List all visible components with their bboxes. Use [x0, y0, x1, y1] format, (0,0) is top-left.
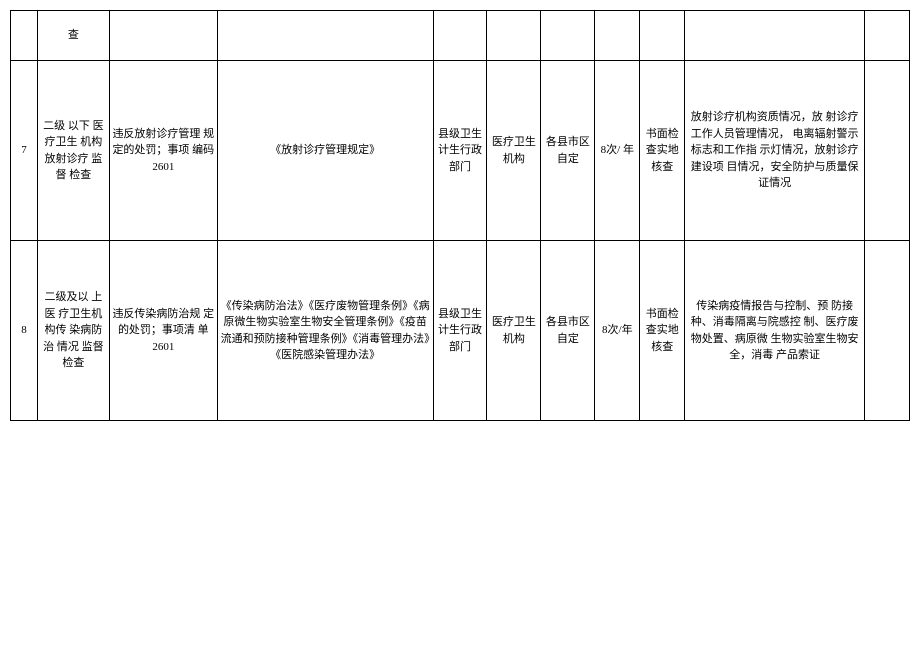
table-cell: 违反放射诊疗管理 规定的处罚；事项 编码2601	[109, 61, 217, 241]
table-cell	[865, 11, 910, 61]
table-cell: 县级卫生计生行政部门	[433, 241, 487, 421]
table-cell: 书面检查实地核查	[640, 241, 685, 421]
table-cell: 医疗卫生机构	[487, 241, 541, 421]
table-cell	[640, 11, 685, 61]
table-row: 查	[11, 11, 910, 61]
table-cell: 查	[37, 11, 109, 61]
table-cell: 各县市区自定	[541, 61, 595, 241]
table-cell	[541, 11, 595, 61]
table-cell: 医疗卫生机构	[487, 61, 541, 241]
table-cell: 违反传染病防治规 定的处罚；事项清 单2601	[109, 241, 217, 421]
table-cell	[865, 61, 910, 241]
table-cell	[109, 11, 217, 61]
table-cell: 7	[11, 61, 38, 241]
table-body: 查7二级 以下 医疗卫生 机构 放射诊疗 监督 检查违反放射诊疗管理 规定的处罚…	[11, 11, 910, 421]
table-cell: 8次/ 年	[595, 61, 640, 241]
table-row: 8二级及以 上医 疗卫生机 构传 染病防治 情况 监督检查违反传染病防治规 定的…	[11, 241, 910, 421]
table-cell: 传染病疫情报告与控制、预 防接种、消毒隔离与院感控 制、医疗废物处置、病原微 生…	[685, 241, 865, 421]
table-cell: 放射诊疗机构资质情况，放 射诊疗工作人员管理情况， 电离辐射警示标志和工作指 示…	[685, 61, 865, 241]
table-cell	[487, 11, 541, 61]
regulation-table: 查7二级 以下 医疗卫生 机构 放射诊疗 监督 检查违反放射诊疗管理 规定的处罚…	[10, 10, 910, 421]
table-cell: 各县市区自定	[541, 241, 595, 421]
table-cell	[11, 11, 38, 61]
table-cell	[217, 11, 433, 61]
table-cell: 8	[11, 241, 38, 421]
table-cell	[865, 241, 910, 421]
table-row: 7二级 以下 医疗卫生 机构 放射诊疗 监督 检查违反放射诊疗管理 规定的处罚；…	[11, 61, 910, 241]
table-cell: 书面检查实地核查	[640, 61, 685, 241]
table-cell: 二级及以 上医 疗卫生机 构传 染病防治 情况 监督检查	[37, 241, 109, 421]
table-cell: 县级卫生计生行政部门	[433, 61, 487, 241]
table-cell: 二级 以下 医疗卫生 机构 放射诊疗 监督 检查	[37, 61, 109, 241]
table-cell: 8次/年	[595, 241, 640, 421]
table-cell	[595, 11, 640, 61]
table-cell: 《放射诊疗管理规定》	[217, 61, 433, 241]
table-cell: 《传染病防治法》《医疗废物管理条例》《病原微生物实验室生物安全管理条例》《疫苗流…	[217, 241, 433, 421]
table-cell	[685, 11, 865, 61]
table-cell	[433, 11, 487, 61]
